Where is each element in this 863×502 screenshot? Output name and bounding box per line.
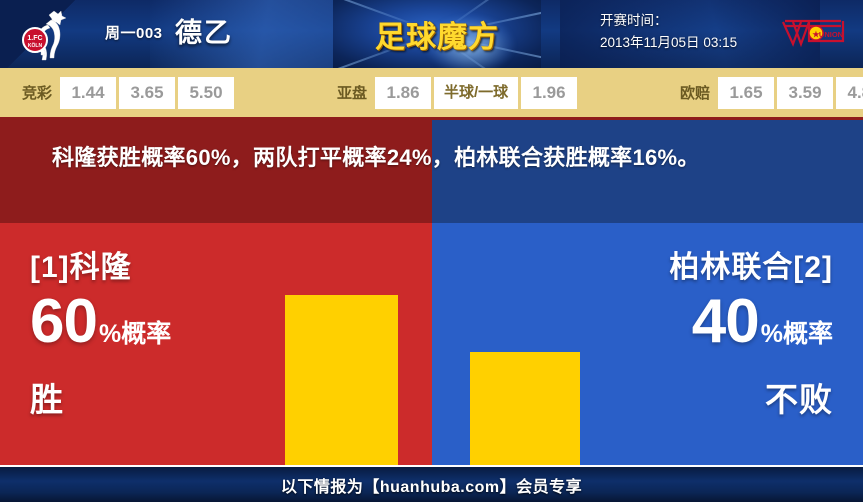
odds-value-euro-away[interactable]: 4.88 (836, 76, 863, 109)
odds-value-euro-draw[interactable]: 3.59 (777, 76, 834, 109)
league-name: 德乙 (175, 18, 233, 48)
odds-value-jingcai-away[interactable]: 5.50 (178, 76, 235, 109)
home-percent-number: 60 (30, 287, 98, 356)
odds-label-jingcai: 竞彩 (22, 85, 53, 102)
odds-label-asian: 亚盘 (337, 85, 368, 102)
home-percent-row: 60%概率 (30, 291, 171, 353)
svg-text:★: ★ (812, 30, 820, 39)
fc-koln-logo: 1.FC KÖLN (22, 10, 67, 61)
brand-name: 足球魔方 (375, 21, 499, 54)
odds-group-jingcai: 竞彩 1.44 3.65 5.50 (14, 76, 237, 109)
away-percent-number: 40 (691, 287, 760, 356)
away-percent-row: 40%概率 (669, 291, 833, 353)
odds-value-euro-home[interactable]: 1.65 (718, 76, 775, 109)
away-team-name: 柏林联合[2] (669, 251, 833, 284)
summary-right-half (432, 120, 863, 223)
probability-summary-band: 科隆获胜概率60%，两队打平概率24%，柏林联合获胜概率16%。 (0, 120, 863, 223)
home-outcome-label: 胜 (30, 381, 64, 418)
odds-value-jingcai-home[interactable]: 1.44 (60, 76, 117, 109)
probability-chart-panel: [1]科隆 60%概率 胜 柏林联合[2] 40%概率 不败 (0, 223, 863, 465)
svg-text:1.FC: 1.FC (27, 35, 42, 42)
odds-value-asian-handicap[interactable]: 半球/一球 (434, 76, 519, 109)
kickoff-label: 开赛时间： (600, 13, 668, 28)
svg-text:UNION: UNION (819, 30, 843, 39)
kickoff-value: 2013年11月05日 03:15 (600, 35, 738, 50)
footer-text: 以下情报为【huanhuba.com】会员专享 (280, 478, 583, 496)
union-berlin-logo: ★ UNION (781, 19, 845, 48)
home-team-name: [1]科隆 (30, 251, 132, 284)
summary-text: 科隆获胜概率60%，两队打平概率24%，柏林联合获胜概率16%。 (52, 145, 700, 170)
match-number: 周一003 (105, 25, 163, 42)
away-team-block: 柏林联合[2] 40%概率 不败 (669, 223, 833, 421)
away-outcome-label: 不败 (765, 381, 833, 418)
odds-group-euro: 欧赔 1.65 3.59 4.88 (672, 76, 863, 109)
summary-left-half (0, 120, 432, 223)
header-sheen-right (560, 0, 820, 68)
footer-bar: 以下情报为【huanhuba.com】会员专享 (0, 465, 863, 502)
away-percent-suffix: %概率 (760, 320, 833, 348)
svg-text:KÖLN: KÖLN (28, 42, 43, 49)
odds-value-asian-away[interactable]: 1.96 (521, 76, 578, 109)
odds-label-euro: 欧赔 (680, 85, 711, 102)
odds-value-jingcai-draw[interactable]: 3.65 (119, 76, 176, 109)
bar-home-probability (285, 295, 398, 465)
odds-bar: 竞彩 1.44 3.65 5.50 亚盘 1.86 半球/一球 1.96 欧赔 … (0, 68, 863, 120)
header-bar: 1.FC KÖLN 周一003 德乙 足球魔方 开赛时间： 2013年11月05… (0, 0, 863, 68)
odds-value-asian-home[interactable]: 1.86 (375, 76, 432, 109)
brand-logo-panel: 足球魔方 (333, 0, 541, 68)
home-team-block: [1]科隆 60%概率 胜 (30, 223, 171, 421)
bar-away-probability (470, 351, 580, 465)
kickoff-time: 开赛时间： 2013年11月05日 03:15 (600, 10, 737, 54)
home-percent-suffix: %概率 (98, 320, 172, 348)
odds-group-asian: 亚盘 1.86 半球/一球 1.96 (329, 76, 580, 109)
